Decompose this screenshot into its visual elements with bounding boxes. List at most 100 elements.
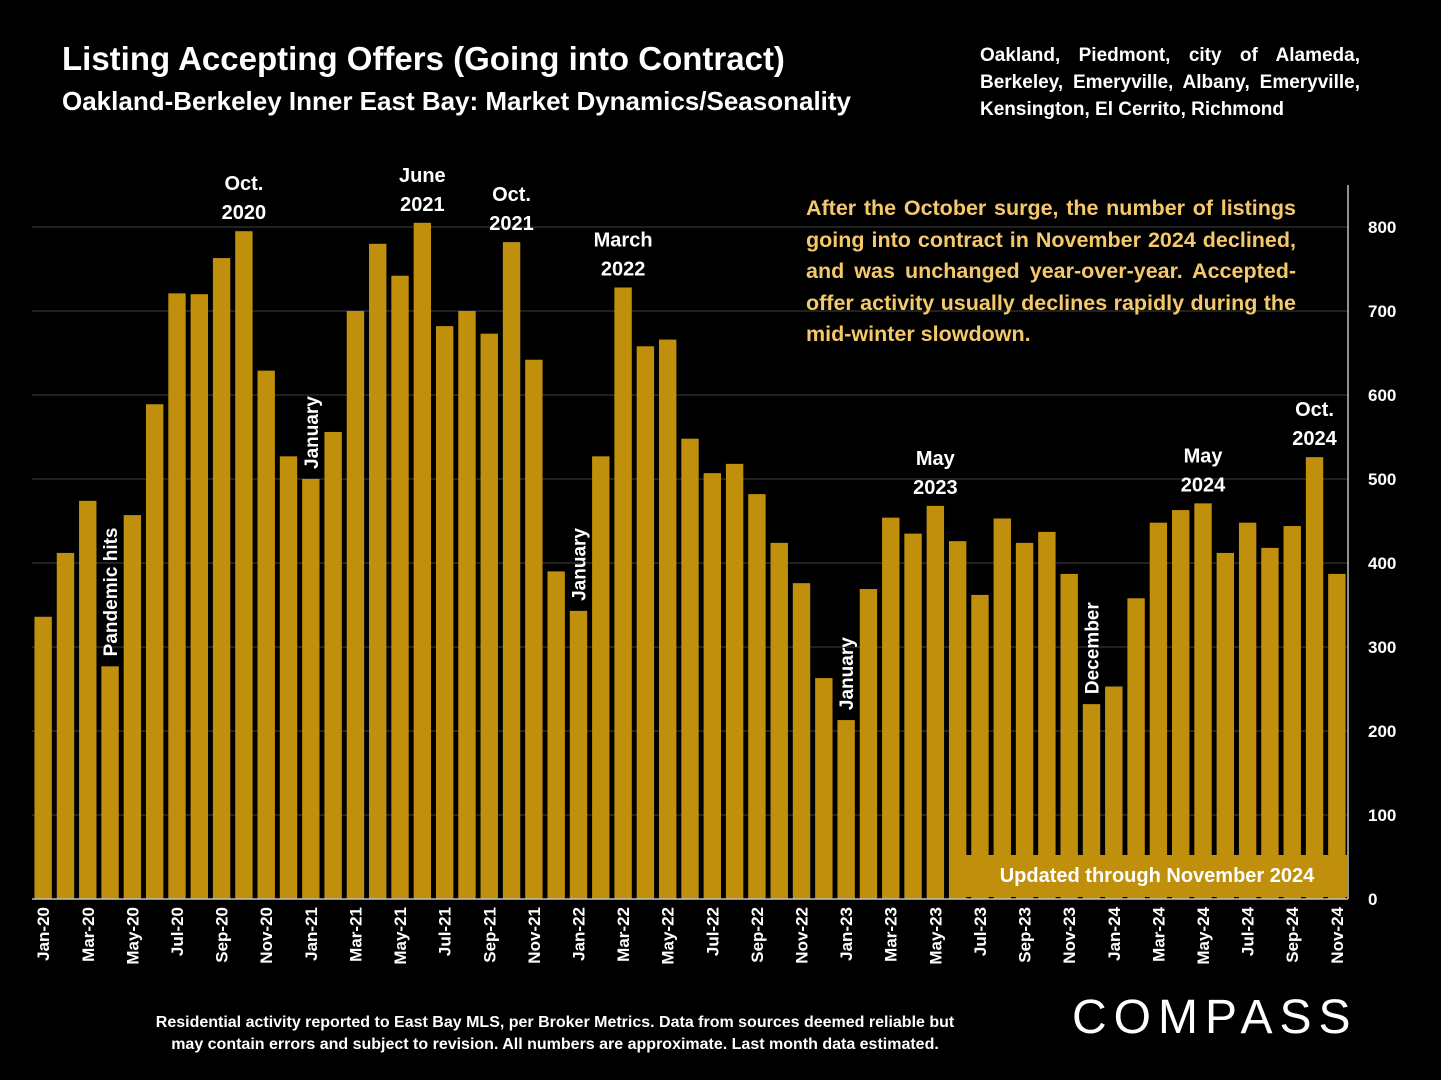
bar-jan-20 [34,616,52,899]
y-tick-label: 300 [1368,638,1396,657]
compass-logo: COMPASS [1072,991,1358,1044]
bar-jan-21 [302,479,320,899]
bar-mar-22 [614,287,632,900]
annotation-label: May [1184,445,1224,467]
bar-sep-23 [1015,542,1034,899]
bar-may-24 [1194,503,1212,899]
x-tick-label: Sep-20 [213,907,232,963]
annotation-label: Oct. [492,184,531,206]
bar-dec-23 [1082,704,1101,899]
x-tick-label: Jan-24 [1105,906,1124,960]
y-tick-label: 500 [1368,470,1396,489]
bar-may-23 [926,505,945,899]
bar-feb-23 [859,589,878,899]
bar-jun-24 [1216,552,1235,899]
bar-oct-20 [235,231,253,899]
y-tick-label: 700 [1368,302,1396,321]
x-tick-label: Sep-21 [480,907,499,963]
x-tick-label: May-22 [659,907,678,965]
bar-jan-23 [837,720,855,899]
bar-may-20 [123,515,142,899]
x-tick-label: May-24 [1194,906,1213,964]
footnote-line-2: may contain errors and subject to revisi… [171,1036,939,1053]
bar-sep-20 [212,258,231,900]
bar-dec-21 [547,571,565,899]
bar-apr-22 [636,346,655,899]
bar-jun-23 [948,541,967,899]
x-tick-label: Jul-24 [1239,906,1258,956]
bar-aug-24 [1261,547,1279,899]
bar-mar-21 [346,311,365,899]
bar-feb-24 [1127,598,1145,899]
annotation-label: Pandemic hits [101,527,122,656]
annotation-label: 2024 [1181,474,1226,496]
annotation-label: 2021 [489,213,534,235]
annotation-label: 2023 [913,477,958,499]
bar-aug-21 [458,311,476,899]
x-tick-label: Jul-21 [436,907,455,956]
bar-apr-24 [1172,510,1190,899]
bar-apr-20 [101,666,119,899]
bar-mar-20 [79,500,97,899]
annotation-label: 2022 [601,258,646,280]
bar-jun-22 [681,438,699,899]
x-tick-label: Mar-21 [346,907,365,962]
y-axis: 0 100 200 300 400 500 600 700 800 [32,185,1396,909]
bar-mar-23 [882,517,900,899]
annotation-label: 2021 [400,194,445,216]
annotation-label: January [569,528,590,601]
bar-jun-20 [145,404,164,899]
bar-aug-22 [725,463,744,899]
y-tick-label: 800 [1368,218,1396,237]
bar-sep-21 [480,333,498,899]
bar-dec-22 [815,678,833,899]
x-tick-label: May-20 [123,907,142,965]
bar-jan-24 [1105,686,1123,899]
annotation-label: 2020 [222,202,267,224]
x-tick-label: Jul-22 [703,907,722,956]
x-tick-label: Nov-22 [793,907,812,964]
bar-aug-20 [190,294,208,899]
bar-may-21 [391,275,409,900]
x-tick-label: Mar-24 [1149,906,1168,961]
bar-nov-24 [1328,573,1346,899]
bars [34,222,1346,900]
bar-dec-20 [279,456,298,899]
bar-may-22 [658,339,677,899]
annotation-label: 2024 [1292,428,1337,450]
annotation-label: January [302,396,323,469]
x-tick-label: Nov-24 [1328,906,1347,963]
annotation-label: January [837,637,858,710]
x-tick-label: Nov-21 [525,907,544,964]
city-list: Oakland, Piedmont, city of Alameda, Berk… [980,45,1360,120]
bar-jan-22 [569,610,588,899]
x-tick-label: Nov-20 [257,907,276,964]
x-tick-label: Sep-23 [1016,907,1035,963]
x-tick-label: Jan-22 [569,907,588,961]
x-tick-label: Mar-22 [614,907,633,962]
x-tick-label: Sep-24 [1283,906,1302,962]
bar-nov-20 [257,370,275,899]
bar-jun-21 [413,222,432,900]
bar-feb-20 [56,552,75,899]
x-tick-label: Nov-23 [1060,907,1079,964]
annotations: Pandemic hits Oct. 2020 January June 2021 Oct.… [101,165,1338,710]
x-tick-label: Mar-20 [79,907,98,962]
x-tick-label: Sep-22 [748,907,767,963]
annotation-label: March [594,229,653,251]
bar-apr-23 [904,533,922,899]
commentary-note: After the October surge, the number of l… [806,196,1296,346]
chart-subtitle: Oakland-Berkeley Inner East Bay: Market … [62,86,852,116]
annotation-label: December [1082,602,1103,694]
bar-mar-24 [1149,522,1168,899]
x-tick-label: Mar-23 [882,907,901,962]
y-tick-label: 200 [1368,722,1396,741]
bar-nov-22 [792,583,811,899]
chart-title: Listing Accepting Offers (Going into Con… [62,40,785,77]
x-tick-label: Jan-20 [34,907,53,961]
x-tick-label: Jul-20 [168,907,187,956]
annotation-label: Oct. [224,173,263,195]
bar-oct-22 [770,542,788,899]
bar-jul-22 [703,473,722,899]
